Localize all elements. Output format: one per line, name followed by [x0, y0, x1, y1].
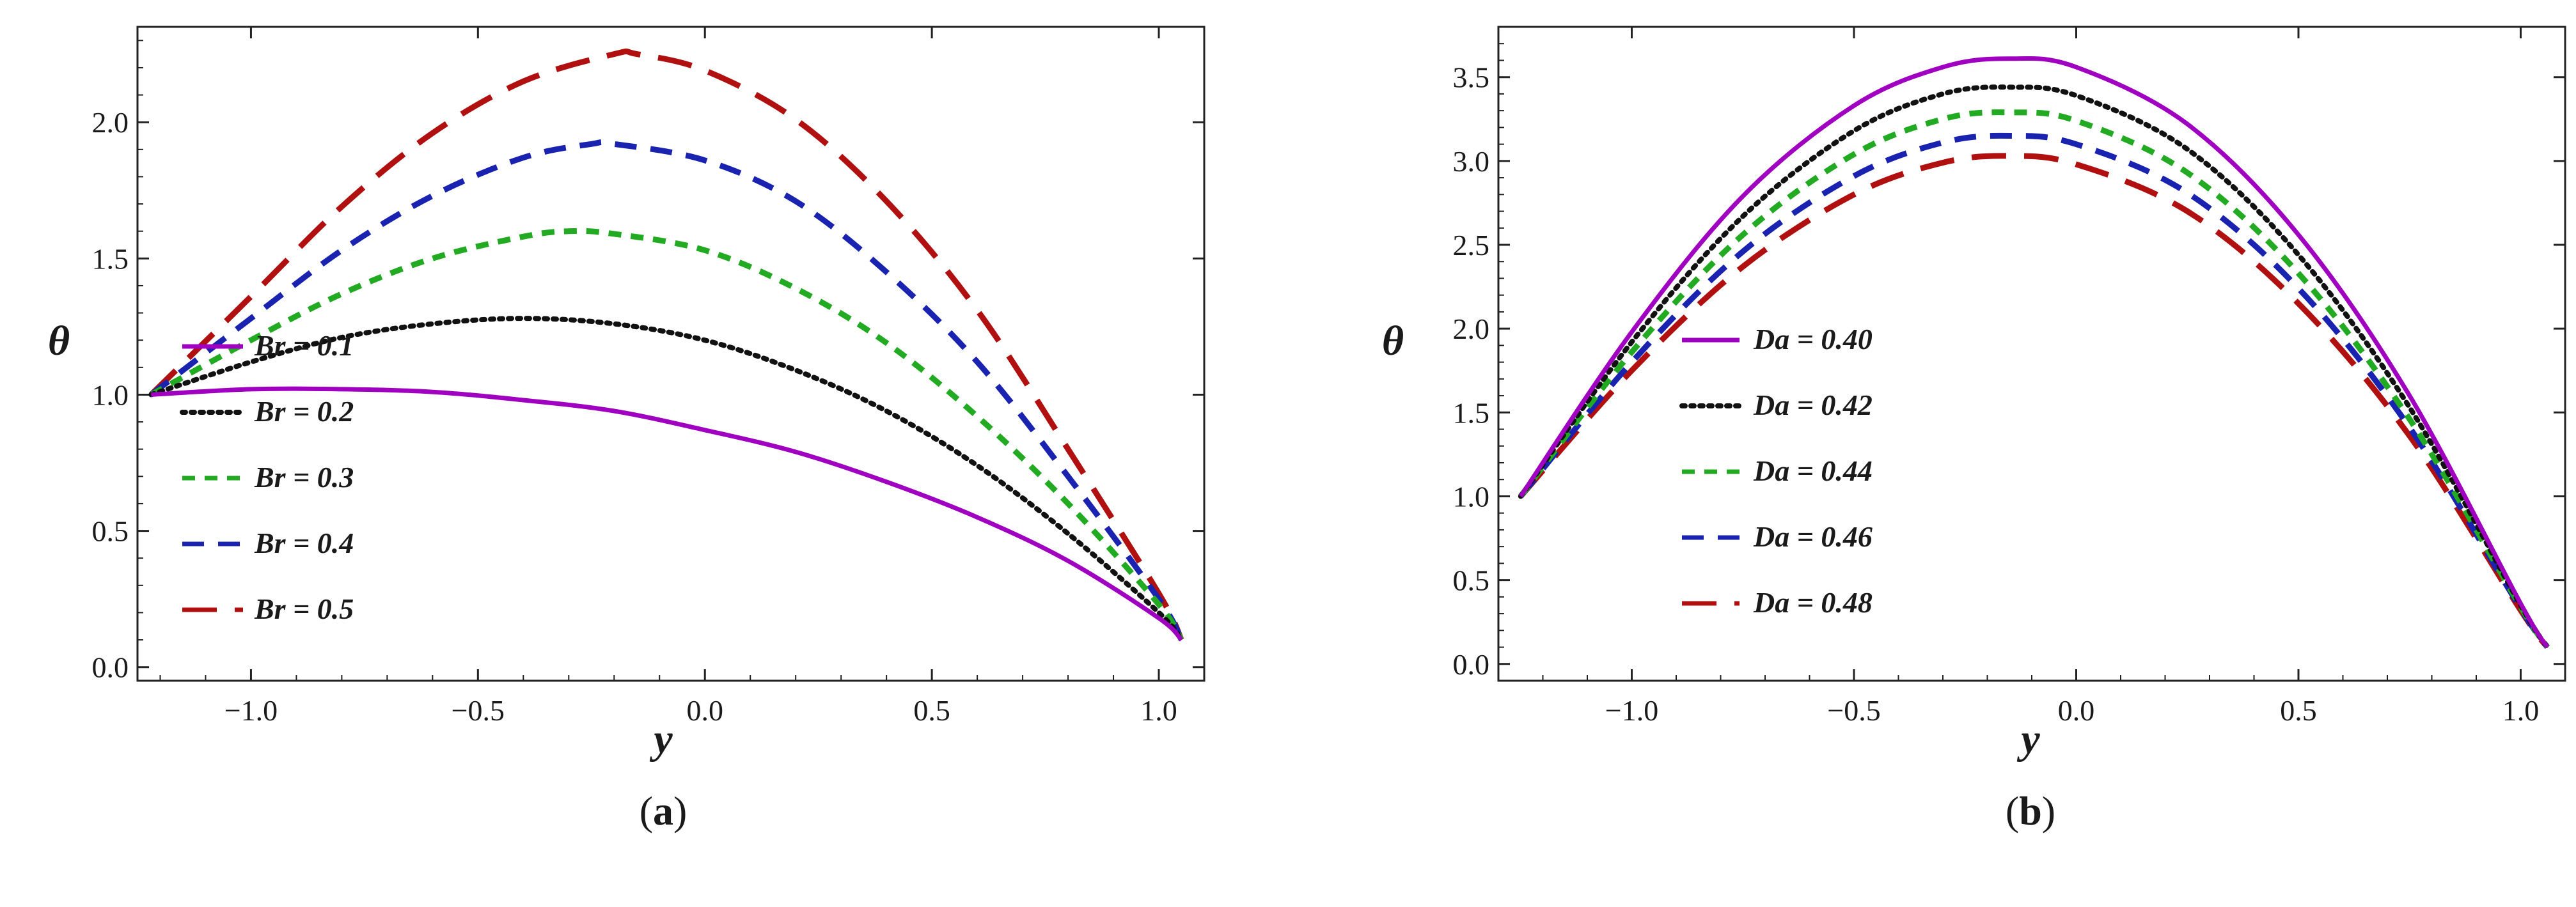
- y-tick-label: 0.5: [92, 515, 129, 548]
- legend-label: Br = 0.5: [254, 593, 354, 625]
- panel-a-x-ticks: −1.0 −0.5 0.0 0.5 1.0: [159, 27, 1205, 727]
- legend-label: Br = 0.3: [254, 461, 354, 493]
- panel-b-y-ticks: 0.0 0.5 1.0 1.5 2.0 2.5 3.0 3.5: [1453, 26, 2565, 681]
- legend-label: Da = 0.40: [1753, 323, 1873, 355]
- y-tick-label: 1.0: [92, 378, 129, 411]
- series-line-da-0-48: [1518, 153, 2550, 649]
- series-line-da-0-46: [1518, 132, 2550, 649]
- series-line-br-0-4: [149, 139, 1184, 642]
- panel-a-y-axis-label: θ: [48, 318, 70, 364]
- panel-a-label: (a): [640, 788, 687, 833]
- legend-label: Br = 0.2: [254, 395, 354, 428]
- y-tick-label: 1.0: [1453, 480, 1490, 513]
- legend-label: Da = 0.46: [1753, 520, 1873, 553]
- y-tick-label: 2.0: [1453, 313, 1490, 345]
- panel-a: −1.0 −0.5 0.0 0.5 1.0 0.0 0.5 1.0 1.5 2.0 Br = 0…: [48, 26, 1206, 833]
- legend-label: Da = 0.44: [1753, 454, 1873, 487]
- series-line-da-0-42: [1518, 84, 2550, 650]
- series-line-br-0-1: [151, 386, 1184, 642]
- x-tick-label: 1.0: [1140, 694, 1177, 727]
- panel-a-y-ticks: 0.0 0.5 1.0 1.5 2.0: [92, 40, 1204, 684]
- panel-a-plot-frame: [136, 26, 1206, 682]
- panel-b-label: (b): [2006, 788, 2055, 833]
- panel-a-legend: Br = 0.1 Br = 0.2 Br = 0.3 Br = 0.4 Br = 0.5: [180, 329, 354, 625]
- panel-b-series: [1518, 56, 2550, 650]
- x-tick-label: −0.5: [452, 694, 505, 727]
- panel-b-x-axis-label: y: [2016, 716, 2040, 763]
- x-tick-label: −1.0: [1605, 694, 1658, 727]
- legend-label: Da = 0.42: [1753, 389, 1873, 421]
- series-line-da-0-40: [1518, 56, 2550, 649]
- panel-b-plot-frame: [1497, 26, 2566, 682]
- panel-b-y-axis-label: θ: [1382, 318, 1404, 364]
- y-tick-label: 3.0: [1453, 145, 1490, 178]
- x-tick-label: 0.5: [2280, 694, 2317, 727]
- panel-a-label-letter: a: [653, 788, 673, 833]
- panel-b-legend: Da = 0.40 Da = 0.42 Da = 0.44 Da = 0.46 Da =…: [1679, 323, 1873, 619]
- y-tick-label: 3.5: [1453, 61, 1490, 94]
- x-tick-label: 0.5: [913, 694, 950, 727]
- panel-b-x-ticks: −1.0 −0.5 0.0 0.5 1.0: [1498, 27, 2566, 727]
- legend-label: Br = 0.1: [254, 329, 354, 362]
- panel-a-x-axis-label: y: [649, 716, 673, 763]
- y-tick-label: 1.5: [1453, 396, 1490, 429]
- y-tick-label: 2.0: [92, 106, 129, 139]
- series-line-br-0-5: [149, 48, 1184, 642]
- y-tick-label: 2.5: [1453, 229, 1490, 261]
- panel-b-label-letter: b: [2019, 788, 2042, 833]
- legend-label: Da = 0.48: [1753, 586, 1873, 619]
- y-tick-label: 0.0: [92, 651, 129, 684]
- y-tick-label: 0.0: [1453, 648, 1490, 681]
- x-tick-label: −0.5: [1827, 694, 1880, 727]
- panel-b: −1.0 −0.5 0.0 0.5 1.0 0.0 0.5 1.0 1.5 2.0 2.5 3.0 3…: [1382, 26, 2566, 833]
- y-tick-label: 1.5: [92, 242, 129, 275]
- series-line-br-0-3: [150, 228, 1184, 642]
- x-tick-label: 0.0: [686, 694, 723, 727]
- x-tick-label: 1.0: [2502, 694, 2540, 727]
- series-line-br-0-2: [148, 316, 1184, 643]
- x-tick-label: −1.0: [224, 694, 278, 727]
- legend-label: Br = 0.4: [254, 527, 354, 559]
- x-tick-label: 0.0: [2058, 694, 2095, 727]
- y-tick-label: 0.5: [1453, 564, 1490, 597]
- panel-a-series: [148, 48, 1184, 643]
- series-line-da-0-44: [1518, 109, 2550, 649]
